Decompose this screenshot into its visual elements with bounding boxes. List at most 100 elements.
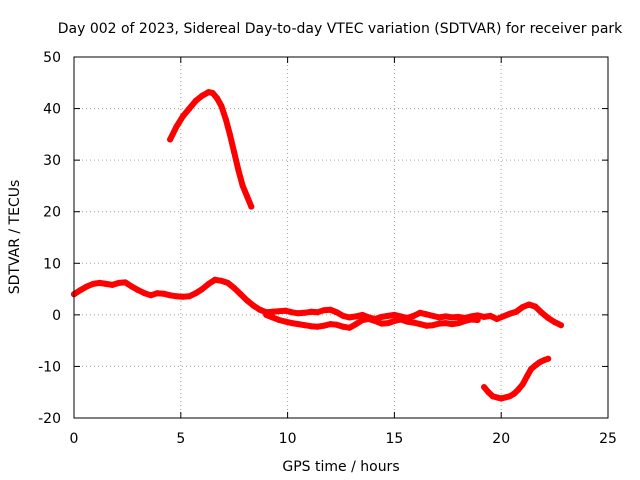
data-point <box>320 307 327 314</box>
data-point <box>515 386 522 393</box>
data-point <box>417 309 423 316</box>
data-point <box>333 309 340 316</box>
data-point <box>558 322 564 329</box>
data-point <box>528 366 535 372</box>
data-point <box>340 312 347 319</box>
data-point <box>83 283 90 290</box>
data-point <box>308 323 315 330</box>
data-point <box>511 390 517 397</box>
data-point <box>519 304 526 311</box>
data-point <box>205 280 212 287</box>
data-point <box>128 283 135 290</box>
data-point <box>359 317 366 323</box>
data-point <box>222 115 229 122</box>
data-point <box>423 322 430 329</box>
tick-layer: 0 5 10 15 20 25 -20 -10 0 10 20 30 40 50 <box>38 50 617 447</box>
data-point <box>160 290 167 297</box>
data-point <box>90 280 97 287</box>
plot-frame <box>73 56 609 419</box>
data-point <box>526 301 532 308</box>
data-point <box>173 293 180 300</box>
data-point <box>314 323 321 330</box>
data-point <box>449 314 456 321</box>
y-tick-label: -10 <box>38 359 61 375</box>
data-point <box>192 97 199 104</box>
data-point <box>372 318 379 324</box>
data-point <box>295 310 302 317</box>
data-point <box>314 309 321 316</box>
data-point <box>468 316 475 323</box>
data-point <box>365 316 372 322</box>
data-point <box>301 309 308 316</box>
data-point <box>263 311 270 318</box>
data-point <box>545 315 552 321</box>
y-tick-label: 50 <box>43 50 61 66</box>
data-point <box>276 317 283 323</box>
data-point <box>481 313 488 320</box>
data-point <box>239 182 246 189</box>
grid <box>74 57 608 418</box>
data-point <box>436 320 443 327</box>
data-point <box>532 362 539 369</box>
data-point <box>429 322 436 329</box>
data-point <box>256 306 263 313</box>
data-point <box>340 323 347 330</box>
data-point <box>523 373 530 380</box>
data-point <box>500 313 507 320</box>
x-tick-label: 20 <box>492 431 510 447</box>
data-point <box>209 90 216 97</box>
data-point <box>320 322 327 329</box>
data-point <box>449 321 456 328</box>
data-point <box>397 316 404 323</box>
data-point <box>410 319 417 326</box>
data-point <box>353 321 359 328</box>
data-point <box>385 320 391 327</box>
data-point <box>269 308 276 315</box>
data-point <box>404 318 411 325</box>
y-tick-label: 0 <box>52 308 61 324</box>
data-point <box>179 113 186 120</box>
data-point <box>135 287 142 294</box>
data-point <box>288 320 295 327</box>
y-axis-label: SDTVAR / TECUs <box>7 180 23 295</box>
data-point <box>485 389 492 396</box>
data-point <box>282 307 289 314</box>
data-point <box>327 306 334 313</box>
x-tick-label: 5 <box>176 431 185 447</box>
x-tick-label: 15 <box>385 431 403 447</box>
data-point <box>301 322 308 329</box>
y-tick-label: 40 <box>43 102 61 118</box>
data-point <box>538 309 545 316</box>
data-point <box>461 318 468 324</box>
data-point <box>179 293 186 300</box>
data-point <box>199 92 206 99</box>
data-point <box>282 318 289 325</box>
data-point <box>353 313 359 320</box>
data-point <box>109 281 116 288</box>
data-point <box>186 105 193 112</box>
data-point <box>481 384 488 391</box>
data-point <box>359 311 366 318</box>
data-point <box>429 312 436 319</box>
data-point <box>295 321 302 328</box>
data-point <box>231 285 238 291</box>
data-point <box>218 277 225 284</box>
data-point <box>269 314 276 321</box>
data-point <box>493 316 500 322</box>
data-point <box>513 308 520 315</box>
data-point <box>455 313 462 320</box>
data-point <box>235 167 242 174</box>
data-point <box>410 312 417 319</box>
data-point <box>423 311 430 318</box>
series-layer <box>71 89 564 402</box>
data-point <box>551 319 558 326</box>
data-point <box>417 321 423 328</box>
data-point <box>244 297 250 304</box>
data-point <box>103 280 109 287</box>
data-point <box>167 136 174 143</box>
data-point <box>519 381 526 388</box>
data-point <box>248 203 255 210</box>
data-point <box>77 287 84 294</box>
data-point <box>231 149 238 156</box>
